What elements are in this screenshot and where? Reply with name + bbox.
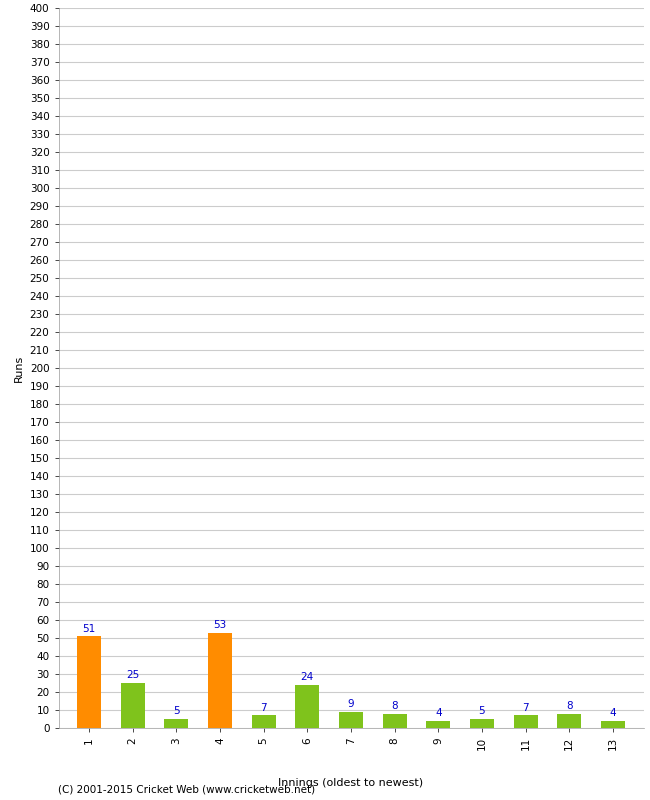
Bar [470, 719, 494, 728]
Text: 7: 7 [261, 702, 267, 713]
Bar [208, 633, 232, 728]
Bar [121, 683, 145, 728]
Text: 25: 25 [126, 670, 139, 680]
Text: 8: 8 [566, 701, 573, 711]
Bar [252, 715, 276, 728]
Bar [514, 715, 538, 728]
Bar [557, 714, 581, 728]
X-axis label: Innings (oldest to newest): Innings (oldest to newest) [278, 778, 424, 788]
Text: 51: 51 [83, 623, 96, 634]
Bar [426, 721, 450, 728]
Bar [383, 714, 407, 728]
Text: 4: 4 [610, 708, 616, 718]
Bar [77, 636, 101, 728]
Text: 5: 5 [173, 706, 179, 716]
Text: 8: 8 [391, 701, 398, 711]
Text: 5: 5 [478, 706, 486, 716]
Text: (C) 2001-2015 Cricket Web (www.cricketweb.net): (C) 2001-2015 Cricket Web (www.cricketwe… [58, 784, 316, 794]
Text: 24: 24 [301, 672, 314, 682]
Text: 4: 4 [435, 708, 441, 718]
Y-axis label: Runs: Runs [14, 354, 24, 382]
Bar [295, 685, 319, 728]
Bar [339, 712, 363, 728]
Text: 7: 7 [523, 702, 529, 713]
Bar [601, 721, 625, 728]
Bar [164, 719, 188, 728]
Text: 9: 9 [348, 699, 354, 709]
Text: 53: 53 [213, 620, 227, 630]
